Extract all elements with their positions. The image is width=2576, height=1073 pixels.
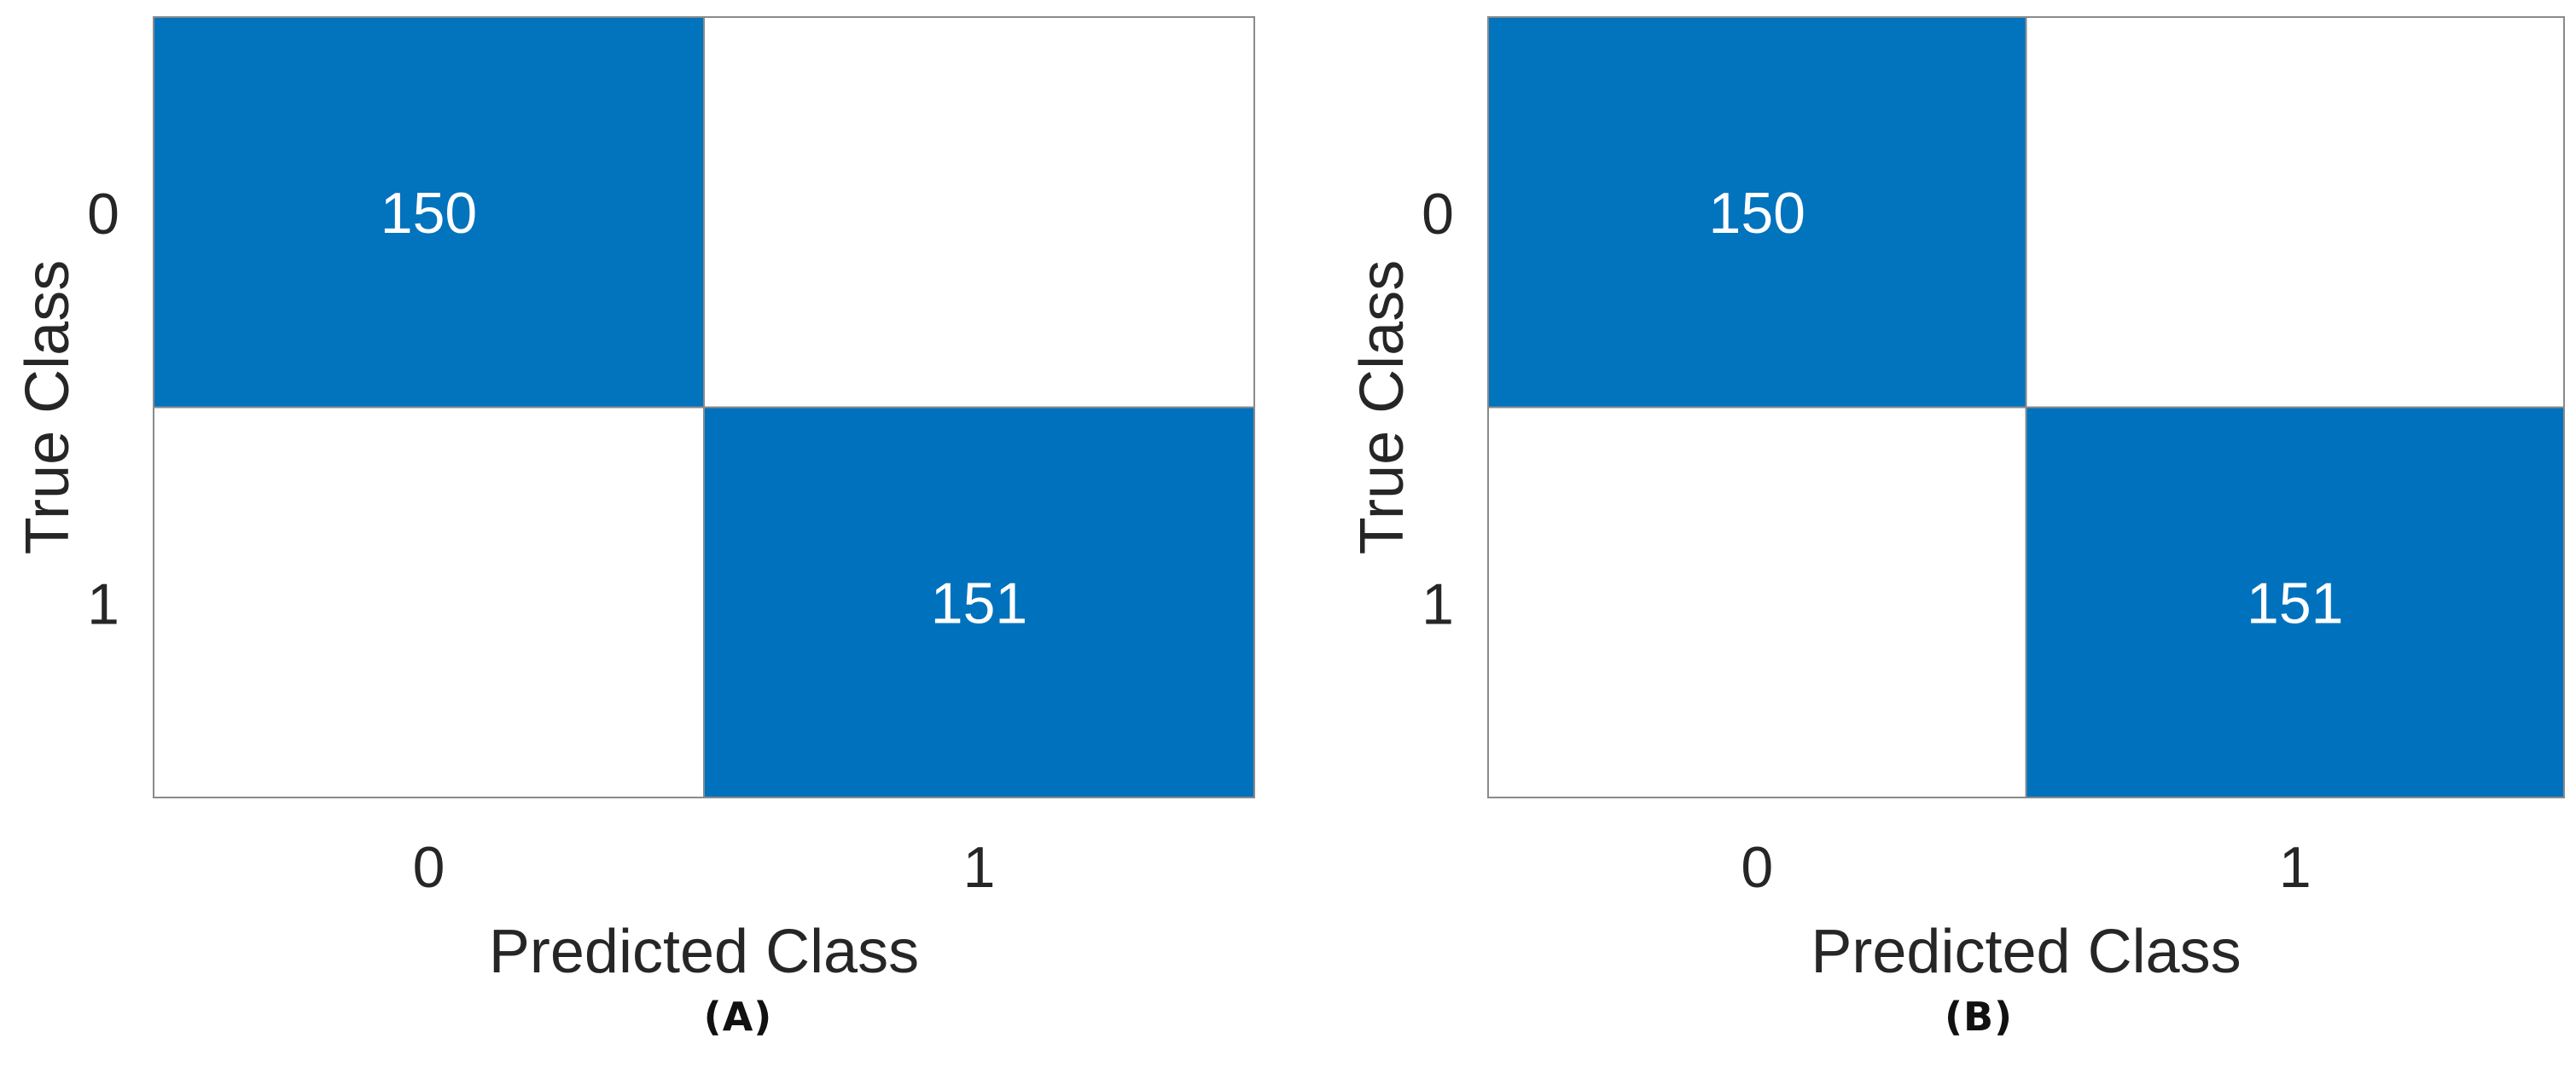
y-axis-label: True Class xyxy=(1348,260,1416,554)
confusion-matrix-panel-b: 150 151 0 1 0 1 Predicted Class True Class (B) xyxy=(1288,0,2575,1073)
panel-caption-b: (B) xyxy=(1944,994,2014,1040)
x-axis-label: Predicted Class xyxy=(1811,918,2241,981)
confusion-matrix-b-svg: 150 151 0 1 0 1 Predicted Class True Class xyxy=(1348,16,2565,981)
y-tick-label: 0 xyxy=(87,182,119,246)
cell-true-0-pred-1 xyxy=(2025,16,2565,409)
y-tick-label: 1 xyxy=(1422,571,1454,636)
x-axis-label: Predicted Class xyxy=(489,918,919,981)
cell-true-1-pred-0 xyxy=(153,406,705,798)
panel-caption-a: (A) xyxy=(703,994,773,1040)
x-tick-label: 0 xyxy=(1741,835,1773,900)
cell-true-0-pred-0 xyxy=(153,16,705,409)
confusion-matrix-a-svg: 150 151 0 1 0 1 Predicted Class True Class xyxy=(14,16,1255,981)
x-tick-label: 1 xyxy=(2279,835,2311,900)
cell-value-label: 150 xyxy=(1709,181,1806,246)
y-tick-label: 1 xyxy=(87,571,119,636)
x-tick-label: 0 xyxy=(413,835,445,900)
y-tick-label: 0 xyxy=(1422,182,1454,246)
x-tick-label: 1 xyxy=(963,835,996,900)
cell-value-label: 151 xyxy=(931,571,1027,635)
plot-frame xyxy=(1487,16,2565,798)
confusion-matrix-panel-a: 150 151 0 1 0 1 Predicted Class True Class (A) xyxy=(14,16,1255,1040)
cell-true-1-pred-1 xyxy=(2025,406,2565,798)
plot-frame xyxy=(153,16,1255,798)
cell-value-label: 151 xyxy=(2247,571,2343,635)
cell-true-0-pred-1 xyxy=(703,16,1255,409)
cell-true-1-pred-0 xyxy=(1487,406,2027,798)
cell-true-1-pred-1 xyxy=(703,406,1255,798)
cell-value-label: 150 xyxy=(381,181,477,246)
y-axis-label: True Class xyxy=(14,260,82,554)
